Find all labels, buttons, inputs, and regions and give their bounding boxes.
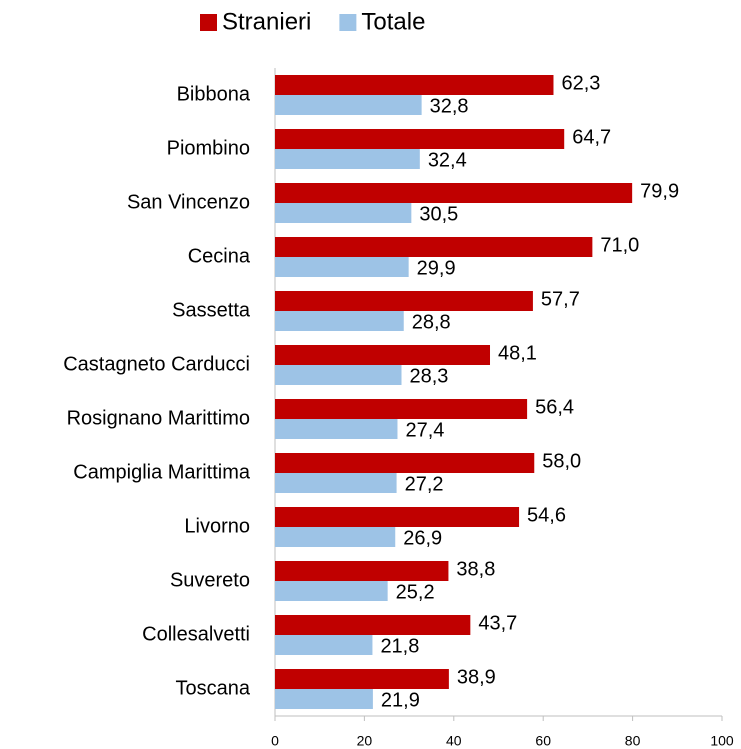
data-label: 48,1 [498, 342, 537, 364]
data-label: 64,7 [572, 126, 611, 148]
data-label: 30,5 [419, 203, 458, 225]
y-tick-label: Cecina [188, 245, 251, 267]
bar [275, 669, 449, 689]
bar [275, 365, 402, 385]
y-tick-label: Castagneto Carducci [63, 353, 250, 375]
bar [275, 473, 397, 493]
bar [275, 419, 398, 439]
bar [275, 507, 520, 527]
data-label: 21,9 [381, 689, 420, 711]
bar [275, 95, 422, 115]
bar [275, 399, 528, 419]
bar [275, 527, 396, 547]
bar [275, 345, 491, 365]
data-label: 71,0 [600, 234, 639, 256]
data-label: 32,8 [430, 95, 469, 117]
y-tick-label: Sassetta [172, 299, 251, 321]
bar [275, 581, 388, 601]
x-tick-label: 60 [535, 733, 551, 749]
y-tick-label: Bibbona [177, 83, 251, 105]
data-label: 43,7 [478, 612, 517, 634]
y-tick-label: Livorno [184, 515, 250, 537]
y-tick-label: Collesalvetti [142, 623, 250, 645]
y-tick-label: Campiglia Marittima [73, 461, 251, 483]
x-tick-label: 100 [710, 733, 734, 749]
y-tick-label: Piombino [167, 137, 250, 159]
bar [275, 561, 449, 581]
bar [275, 453, 535, 473]
data-label: 38,9 [457, 666, 496, 688]
legend-label: Totale [361, 8, 425, 35]
bar [275, 689, 373, 709]
legend-swatch [200, 14, 217, 31]
y-tick-label: Suvereto [170, 569, 250, 591]
bar [275, 311, 404, 331]
bar [275, 615, 471, 635]
data-label: 29,9 [417, 257, 456, 279]
x-tick-label: 20 [357, 733, 373, 749]
bar [275, 237, 593, 257]
x-tick-label: 0 [271, 733, 279, 749]
bar [275, 183, 633, 203]
y-tick-label: Rosignano Marittimo [67, 407, 250, 429]
bar [275, 75, 554, 95]
data-label: 54,6 [527, 504, 566, 526]
bar [275, 635, 373, 655]
bar [275, 257, 409, 277]
bar [275, 291, 533, 311]
data-label: 25,2 [396, 581, 435, 603]
data-label: 62,3 [561, 72, 600, 94]
y-tick-label: San Vincenzo [127, 191, 250, 213]
data-label: 28,8 [412, 311, 451, 333]
data-label: 57,7 [541, 288, 580, 310]
data-label: 32,4 [428, 149, 467, 171]
bar [275, 129, 565, 149]
data-label: 27,4 [405, 419, 444, 441]
data-label: 27,2 [405, 473, 444, 495]
x-tick-label: 80 [625, 733, 641, 749]
bar [275, 203, 412, 223]
y-tick-label: Toscana [176, 677, 251, 699]
data-label: 21,8 [380, 635, 419, 657]
legend-label: Stranieri [222, 8, 311, 35]
data-label: 56,4 [535, 396, 574, 418]
x-tick-label: 40 [446, 733, 462, 749]
legend-swatch [339, 14, 357, 31]
data-label: 28,3 [410, 365, 449, 387]
data-label: 38,8 [456, 558, 495, 580]
data-label: 26,9 [403, 527, 442, 549]
data-label: 58,0 [542, 450, 581, 472]
bar [275, 149, 420, 169]
data-label: 79,9 [640, 180, 679, 202]
